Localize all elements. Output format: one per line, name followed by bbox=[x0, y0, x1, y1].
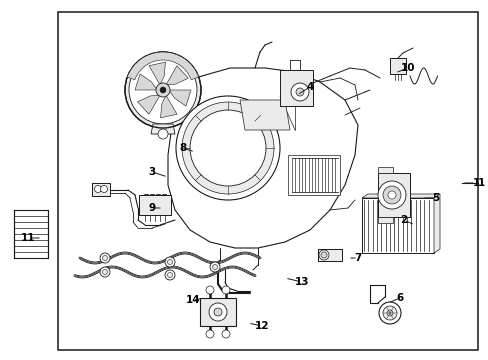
Polygon shape bbox=[240, 100, 289, 130]
Polygon shape bbox=[139, 195, 171, 215]
Text: 3: 3 bbox=[148, 167, 155, 177]
Circle shape bbox=[386, 310, 392, 316]
Circle shape bbox=[382, 186, 400, 204]
Circle shape bbox=[222, 286, 229, 294]
Circle shape bbox=[190, 110, 265, 186]
Circle shape bbox=[125, 52, 201, 128]
Polygon shape bbox=[137, 95, 160, 114]
Circle shape bbox=[164, 270, 175, 280]
Text: 5: 5 bbox=[431, 193, 439, 203]
Text: 14: 14 bbox=[185, 295, 200, 305]
Circle shape bbox=[212, 265, 217, 270]
Polygon shape bbox=[151, 124, 175, 134]
Circle shape bbox=[222, 330, 229, 338]
Polygon shape bbox=[168, 68, 357, 248]
Circle shape bbox=[209, 262, 220, 272]
Circle shape bbox=[164, 257, 175, 267]
Circle shape bbox=[176, 96, 280, 200]
Polygon shape bbox=[280, 70, 312, 106]
Circle shape bbox=[167, 260, 172, 265]
Polygon shape bbox=[200, 298, 236, 326]
Polygon shape bbox=[389, 58, 405, 74]
Circle shape bbox=[205, 330, 214, 338]
Polygon shape bbox=[160, 95, 177, 118]
Text: 1: 1 bbox=[476, 178, 484, 188]
Circle shape bbox=[100, 267, 110, 277]
Circle shape bbox=[320, 252, 326, 258]
Polygon shape bbox=[92, 183, 110, 196]
Text: 10: 10 bbox=[400, 63, 414, 73]
Circle shape bbox=[160, 87, 165, 93]
Text: 6: 6 bbox=[396, 293, 403, 303]
Text: 7: 7 bbox=[354, 253, 361, 263]
Circle shape bbox=[205, 286, 214, 294]
Circle shape bbox=[101, 185, 107, 193]
Text: 4: 4 bbox=[305, 82, 313, 92]
Circle shape bbox=[158, 129, 168, 139]
Circle shape bbox=[102, 256, 107, 261]
Polygon shape bbox=[287, 155, 339, 195]
Bar bbox=[58, 12, 477, 350]
Circle shape bbox=[290, 83, 308, 101]
Circle shape bbox=[102, 270, 107, 274]
Text: 1: 1 bbox=[471, 178, 479, 188]
Circle shape bbox=[377, 181, 405, 209]
Polygon shape bbox=[135, 74, 157, 90]
Wedge shape bbox=[127, 52, 198, 80]
Circle shape bbox=[167, 273, 172, 278]
Polygon shape bbox=[361, 194, 439, 198]
Text: 11: 11 bbox=[20, 233, 35, 243]
Circle shape bbox=[182, 102, 273, 194]
Polygon shape bbox=[14, 210, 48, 258]
Circle shape bbox=[208, 303, 226, 321]
Polygon shape bbox=[165, 66, 188, 85]
Text: 13: 13 bbox=[294, 277, 308, 287]
Polygon shape bbox=[433, 194, 439, 253]
Text: 12: 12 bbox=[254, 321, 269, 331]
Polygon shape bbox=[377, 217, 392, 223]
Circle shape bbox=[129, 56, 197, 124]
Polygon shape bbox=[377, 173, 409, 217]
Polygon shape bbox=[377, 167, 392, 173]
Circle shape bbox=[295, 88, 304, 96]
Circle shape bbox=[100, 253, 110, 263]
Text: 2: 2 bbox=[400, 215, 407, 225]
Polygon shape bbox=[317, 249, 341, 261]
Circle shape bbox=[214, 308, 222, 316]
Circle shape bbox=[387, 191, 395, 199]
Polygon shape bbox=[169, 90, 191, 106]
Text: 9: 9 bbox=[148, 203, 155, 213]
Circle shape bbox=[382, 306, 396, 320]
Circle shape bbox=[156, 83, 170, 97]
Text: 8: 8 bbox=[179, 143, 186, 153]
Circle shape bbox=[94, 185, 102, 193]
Polygon shape bbox=[361, 198, 433, 253]
Circle shape bbox=[378, 302, 400, 324]
Polygon shape bbox=[149, 62, 165, 85]
